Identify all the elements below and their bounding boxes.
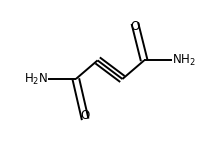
Text: NH$_2$: NH$_2$: [172, 53, 196, 68]
Text: O: O: [130, 20, 139, 33]
Text: H$_2$N: H$_2$N: [24, 71, 48, 87]
Text: O: O: [81, 109, 90, 122]
